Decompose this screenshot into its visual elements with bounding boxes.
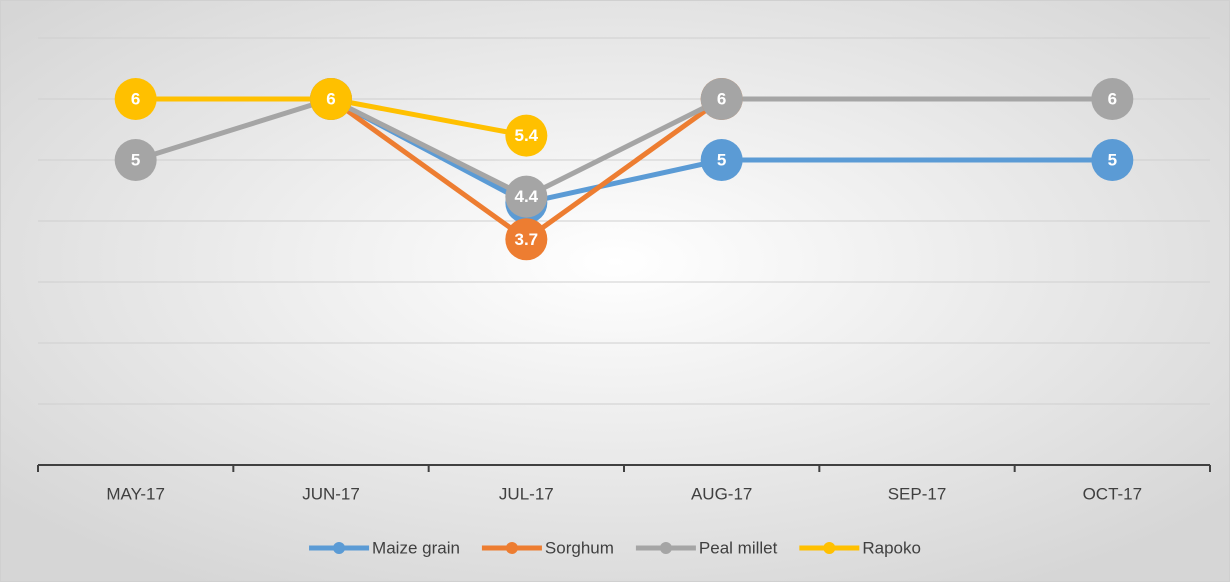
point-marker	[114, 139, 157, 181]
legend-item: Maize grain	[309, 538, 460, 557]
x-axis: MAY-17 JUN-17 JUL-17 AUG-17 SEP-17 OCT-17	[37, 464, 1211, 503]
point-marker	[700, 139, 743, 181]
x-tick-label: OCT-17	[1083, 484, 1143, 503]
point-marker	[505, 114, 548, 157]
point-marker	[505, 218, 548, 261]
point-marker	[1091, 78, 1134, 120]
legend-item: Sorghum	[481, 538, 614, 557]
legend-item: Peal millet	[635, 538, 778, 557]
data-label: 6	[326, 89, 335, 108]
x-tick-label: MAY-17	[106, 484, 165, 503]
legend-marker	[659, 542, 672, 554]
data-label: 3.7	[515, 230, 539, 249]
legend-item: Rapoko	[799, 538, 921, 557]
point-marker	[1091, 139, 1134, 181]
point-marker	[310, 78, 352, 120]
legend-marker	[505, 542, 518, 554]
data-label: 5	[717, 150, 726, 169]
legend-label: Sorghum	[545, 538, 614, 557]
point-marker	[114, 78, 157, 120]
series-line	[329, 96, 1113, 206]
x-tick-label: JUL-17	[499, 484, 554, 503]
data-label: 5	[131, 150, 140, 169]
legend-label: Maize grain	[372, 538, 460, 557]
legend-label: Peal millet	[699, 538, 778, 557]
data-label: 5	[1108, 150, 1117, 169]
legend-marker	[823, 542, 836, 554]
data-label: 6	[1108, 89, 1117, 108]
x-tick-label: AUG-17	[691, 484, 752, 503]
point-marker	[505, 175, 548, 218]
data-label: 6	[131, 89, 140, 108]
data-label: 4.4	[515, 187, 539, 206]
x-tick-label: JUN-17	[302, 484, 360, 503]
data-label: 6	[717, 89, 726, 108]
legend-marker	[333, 542, 346, 554]
data-label: 5.4	[515, 126, 539, 145]
point-marker	[700, 78, 743, 120]
x-tick-label: SEP-17	[888, 484, 947, 503]
legend-label: Rapoko	[862, 538, 921, 557]
legend: Maize grain Sorghum Peal millet Rapoko	[309, 538, 921, 557]
